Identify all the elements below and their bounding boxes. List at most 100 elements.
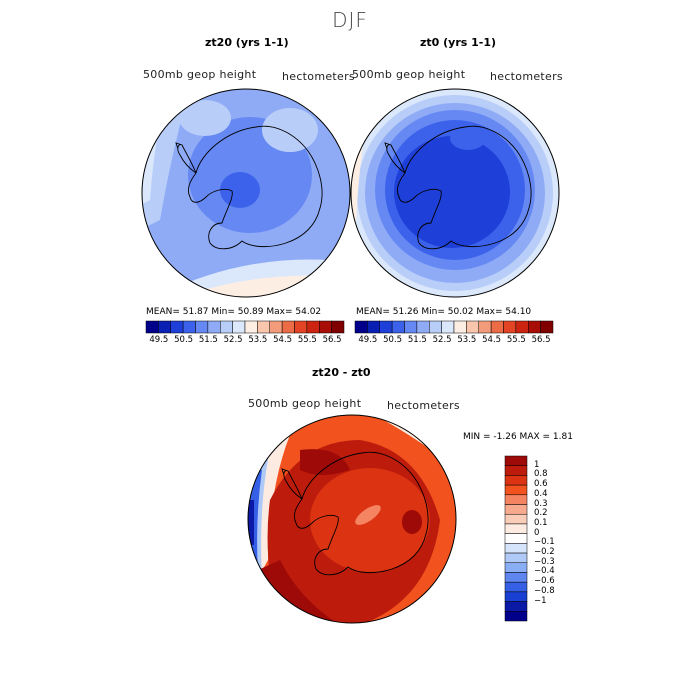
colorbar-swatch [319,320,332,334]
colorbar-tick-label: 56.5 [322,335,342,345]
colorbar-swatch [478,320,492,334]
colorbar-swatch [515,320,529,334]
colorbar-tick-label: 54.5 [273,335,293,345]
colorbar-tick-label: 53.5 [457,335,477,345]
panel-1-title: zt20 (yrs 1-1) [205,36,289,49]
colorbar-tick-label: 49.5 [149,335,169,345]
colorbar-swatch [354,320,368,334]
colorbar-tick-label: 49.5 [358,335,378,345]
colorbar-tick-label: 51.5 [407,335,427,345]
colorbar-swatch [367,320,380,334]
panel-3-units: hectometers [387,399,460,412]
colorbar-tick-label: −0.6 [534,576,555,587]
panel-1-units: hectometers [282,70,355,83]
colorbar-panel-2 [354,320,554,334]
map-panel-2 [351,89,559,297]
colorbar-tick-label: 0.1 [534,517,548,528]
colorbar-tick-label: 54.5 [482,335,502,345]
colorbar-swatch [195,320,209,334]
colorbar-swatch [504,581,528,593]
map-border-panel-1 [141,88,351,298]
colorbar-swatch [466,320,479,334]
colorbar-swatch [504,475,528,486]
panel-1-variable-label: 500mb geop height [143,68,257,81]
map-border-panel-3 [247,414,457,624]
colorbar-swatch [504,455,528,466]
panel-2-title: zt0 (yrs 1-1) [420,36,497,49]
colorbar-swatch [504,591,528,602]
colorbar-swatch [145,320,159,334]
colorbar-tick-label: 0.2 [534,508,548,519]
colorbar-swatch [504,484,528,496]
colorbar-tick-label: −0.1 [534,537,555,548]
colorbar-swatch [504,513,528,525]
colorbar-swatch [232,320,246,334]
colorbar-swatch [306,320,320,334]
colorbar-tick-label: 0.8 [534,469,548,480]
colorbar-swatch [504,611,528,622]
map-panel-3 [248,415,456,623]
colorbar-tick-label: 50.5 [174,335,194,345]
colorbar-swatch [504,572,528,583]
colorbar-tick-label: 51.5 [198,335,218,345]
colorbar-swatch [170,320,184,334]
colorbar-swatch [453,320,467,334]
colorbar-swatch [503,320,517,334]
colorbar-tick-label: 52.5 [432,335,452,345]
colorbar-swatch [207,320,221,334]
colorbar-tick-label: 0.6 [534,479,548,490]
map-border-panel-2 [350,88,560,298]
colorbar-swatch [504,494,528,505]
colorbar-swatch [294,320,308,334]
colorbar-swatch [220,320,233,334]
panel-2-units: hectometers [490,70,563,83]
colorbar-swatch [257,320,270,334]
colorbar-swatch [528,320,541,334]
colorbar-tick-label: 56.5 [531,335,551,345]
colorbar-swatch [379,320,393,334]
colorbar-tick-label: −1 [534,595,547,606]
panel-2-stats: MEAN= 51.26 Min= 50.02 Max= 54.10 [356,307,532,317]
colorbar-tick-label: 53.5 [248,335,268,345]
panel-3-variable-label: 500mb geop height [248,397,362,410]
colorbar-swatch [182,320,196,334]
colorbar-tick-label: −0.8 [534,585,555,596]
colorbar-swatch [504,562,528,573]
colorbar-tick-label: −0.4 [534,566,555,577]
colorbar-swatch [504,533,528,544]
colorbar-tick-label: 1 [534,459,540,470]
colorbar-swatch [244,320,258,334]
colorbar-swatch [158,320,171,334]
colorbar-tick-label: 52.5 [223,335,243,345]
colorbar-swatch [504,552,528,564]
colorbar-swatch [504,523,528,534]
colorbar-swatch [441,320,455,334]
panel-3-stats: MIN = -1.26 MAX = 1.81 [463,432,573,442]
figure-title: DJF [332,8,368,32]
colorbar-swatch [490,320,504,334]
colorbar-swatch [331,320,345,334]
colorbar-swatch [504,504,528,515]
colorbar-tick-label: 55.5 [297,335,317,345]
colorbar-swatch [504,543,528,554]
colorbar-panel-3 [504,455,528,622]
colorbar-tick-label: 0.4 [534,488,548,499]
panel-2-variable-label: 500mb geop height [352,68,466,81]
colorbar-swatch [269,320,283,334]
colorbar-tick-label: −0.3 [534,556,555,567]
colorbar-tick-label: 0.3 [534,498,548,509]
colorbar-swatch [416,320,430,334]
colorbar-swatch [540,320,554,334]
colorbar-panel-1 [145,320,345,334]
colorbar-tick-label: −0.2 [534,547,555,558]
colorbar-swatch [504,465,528,476]
colorbar-swatch [504,601,528,612]
colorbar-swatch [281,320,295,334]
panel-1-stats: MEAN= 51.87 Min= 50.89 Max= 54.02 [146,307,322,317]
panel-3-title: zt20 - zt0 [312,366,371,379]
colorbar-swatch [404,320,418,334]
colorbar-swatch [391,320,405,334]
colorbar-tick-label: 0 [534,527,540,538]
colorbar-tick-label: 55.5 [506,335,526,345]
